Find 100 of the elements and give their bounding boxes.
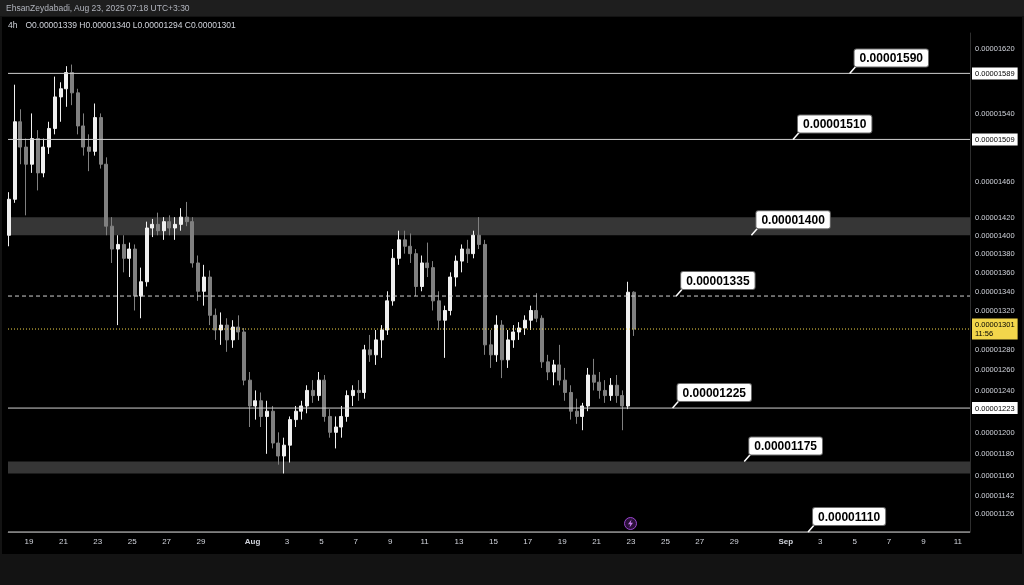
x-tick-label: 27 <box>695 536 705 546</box>
candlestick <box>351 384 355 407</box>
x-tick-label: 19 <box>557 536 568 546</box>
text: EhsanZeydabadi, Aug 23, 2025 07:18 UTC+3:30 <box>6 3 190 13</box>
candlestick <box>489 329 493 369</box>
annotation: 0.00001175 <box>754 439 818 454</box>
candlestick <box>477 216 481 250</box>
x-tick-label: 13 <box>454 536 465 546</box>
x-tick-label: 25 <box>127 536 138 546</box>
candlestick <box>282 437 286 474</box>
x-tick-label: 25 <box>660 536 671 546</box>
x-tick-label: 5 <box>852 536 858 546</box>
x-tick-label: 29 <box>196 536 207 546</box>
x-tick-label: 17 <box>523 536 533 546</box>
candlestick <box>259 391 263 428</box>
candlestick <box>41 138 45 178</box>
candlestick <box>546 354 550 381</box>
candlestick <box>179 207 183 232</box>
candlestick <box>575 398 579 425</box>
candlestick <box>483 239 487 356</box>
candlestick <box>248 371 252 428</box>
x-tick-label: Sep <box>778 536 794 546</box>
candlestick <box>116 234 120 326</box>
candlestick <box>93 103 97 157</box>
candlestick <box>202 264 206 307</box>
candlestick <box>557 344 561 386</box>
chart-title: 4h <box>8 20 18 30</box>
candlestick <box>534 292 538 323</box>
candlestick <box>420 255 424 292</box>
candlestick <box>219 311 223 346</box>
candlestick <box>529 305 533 331</box>
candlestick <box>569 384 573 421</box>
candlestick <box>552 359 556 386</box>
x-tick-label: 9 <box>921 536 927 546</box>
x-tick-label: 9 <box>387 536 393 546</box>
candlestick <box>36 129 40 191</box>
candlestick <box>632 290 636 337</box>
candlestick <box>156 212 160 236</box>
x-tick-label: 3 <box>817 536 823 546</box>
annotation: 0.00001225 <box>682 386 747 401</box>
x-tick-label: 23 <box>626 536 637 546</box>
candlestick <box>30 112 34 174</box>
x-tick-label: Aug <box>244 536 261 546</box>
x-tick-label: 7 <box>353 536 359 546</box>
candlestick <box>167 214 171 236</box>
candlestick <box>431 260 435 311</box>
candlestick <box>454 255 458 288</box>
x-tick-label: 11 <box>420 536 430 546</box>
annotation: 0.00001400 <box>761 213 826 228</box>
candlestick <box>162 216 166 241</box>
candlestick <box>494 314 498 363</box>
x-tick-label: 5 <box>319 536 325 546</box>
candlestick <box>122 234 126 273</box>
candlestick <box>362 344 366 400</box>
candlestick <box>437 290 441 331</box>
annotation: 0.00001335 <box>686 274 750 289</box>
x-tick-label: 19 <box>24 536 35 546</box>
candlestick <box>357 379 361 402</box>
x-tick-label: 11 <box>953 536 963 546</box>
candlestick <box>110 216 114 264</box>
x-tick-label: 27 <box>162 536 172 546</box>
x-tick-label: 7 <box>886 536 892 546</box>
candlestick <box>7 191 11 247</box>
candlestick <box>288 415 292 464</box>
candlestick <box>236 314 240 341</box>
candlestick <box>70 64 74 106</box>
annotation: 0.00001110 <box>818 510 881 524</box>
candlestick <box>47 121 51 155</box>
candlestick <box>305 384 309 414</box>
candlestick <box>563 367 567 402</box>
candlestick <box>460 243 464 273</box>
annotation: 0.00001590 <box>859 51 924 66</box>
candlestick <box>311 379 315 404</box>
candlestick <box>24 138 28 216</box>
chart-subtitle: O0.00001339 H0.00001340 L0.00001294 C0.00001301 <box>25 20 236 30</box>
candlestick <box>225 317 229 353</box>
candlestick <box>523 314 527 336</box>
candlestick <box>18 108 22 165</box>
candlestick <box>391 248 395 307</box>
candlestick <box>609 377 613 402</box>
candlestick <box>317 371 321 402</box>
candlestick <box>87 133 91 172</box>
candlestick <box>231 319 235 349</box>
candlestick <box>586 367 590 412</box>
candlestick <box>173 216 177 241</box>
candlestick <box>517 321 521 341</box>
candlestick <box>397 230 401 266</box>
candlestick <box>196 255 200 302</box>
candlestick <box>139 267 143 319</box>
candlestick <box>133 243 137 311</box>
candlestick <box>127 242 131 278</box>
x-tick-label: 21 <box>58 536 69 546</box>
candlestick <box>328 408 332 439</box>
x-tick-label: 3 <box>284 536 290 546</box>
candlestick <box>414 248 418 297</box>
candlestick <box>253 389 257 421</box>
x-tick-label: 23 <box>93 536 103 546</box>
candlestick <box>425 242 429 278</box>
candlestick <box>540 314 544 369</box>
x-tick-label: 29 <box>729 536 740 546</box>
